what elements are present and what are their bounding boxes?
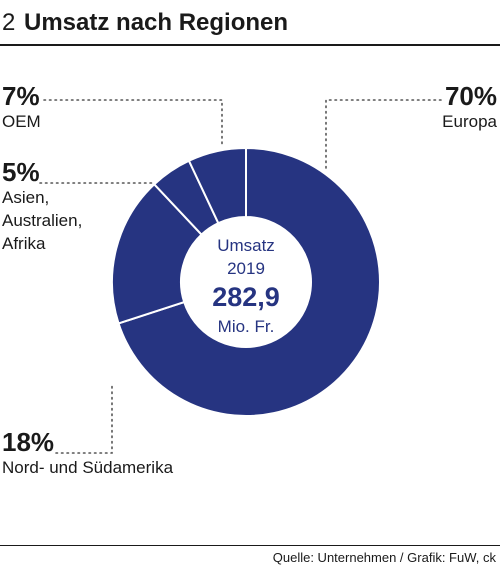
label-amerika-name: Nord- und Südamerika: [2, 458, 174, 477]
donut-slice-europa: [117, 146, 381, 417]
leader-amerika: [55, 383, 113, 454]
donut-chart: Umsatz 2019 282,9 Mio. Fr.: [39, 99, 442, 454]
leader-oem: [43, 99, 223, 145]
donut-slice-oem: [187, 146, 247, 225]
center-label-year: 2019: [227, 259, 265, 278]
center-total-value: 282,9: [212, 282, 280, 312]
label-asien-name-line2: Australien,: [2, 211, 83, 230]
label-asien-name-line1: Asien,: [2, 188, 50, 207]
label-oem: 7% OEM: [2, 82, 41, 133]
label-asien: 5% Asien, Australien, Afrika: [2, 158, 82, 255]
center-label-umsatz: Umsatz: [217, 236, 275, 255]
label-europa: 70% Europa: [442, 82, 497, 133]
label-europa-percent: 70%: [444, 81, 497, 111]
footer-rule: [0, 545, 500, 546]
source-note: Quelle: Unternehmen / Grafik: FuW, ck: [272, 550, 496, 565]
chart-number: 2: [2, 9, 16, 36]
donut-slice-amerika: [111, 182, 203, 325]
label-oem-percent: 7%: [2, 81, 40, 111]
label-amerika-percent: 18%: [2, 427, 55, 457]
label-europa-name: Europa: [442, 112, 497, 131]
label-oem-name: OEM: [2, 112, 41, 131]
center-label-group: Umsatz 2019 282,9 Mio. Fr.: [212, 236, 280, 336]
label-asien-name-line3: Afrika: [2, 234, 46, 253]
leader-europa: [325, 99, 442, 173]
header-rule: [0, 44, 500, 46]
chart-title: Umsatz nach Regionen: [24, 9, 289, 36]
label-amerika: 18% Nord- und Südamerika: [2, 428, 173, 479]
label-asien-percent: 5%: [2, 157, 40, 187]
center-label-unit: Mio. Fr.: [218, 317, 275, 336]
chart-header: 2 Umsatz nach Regionen: [0, 0, 500, 46]
